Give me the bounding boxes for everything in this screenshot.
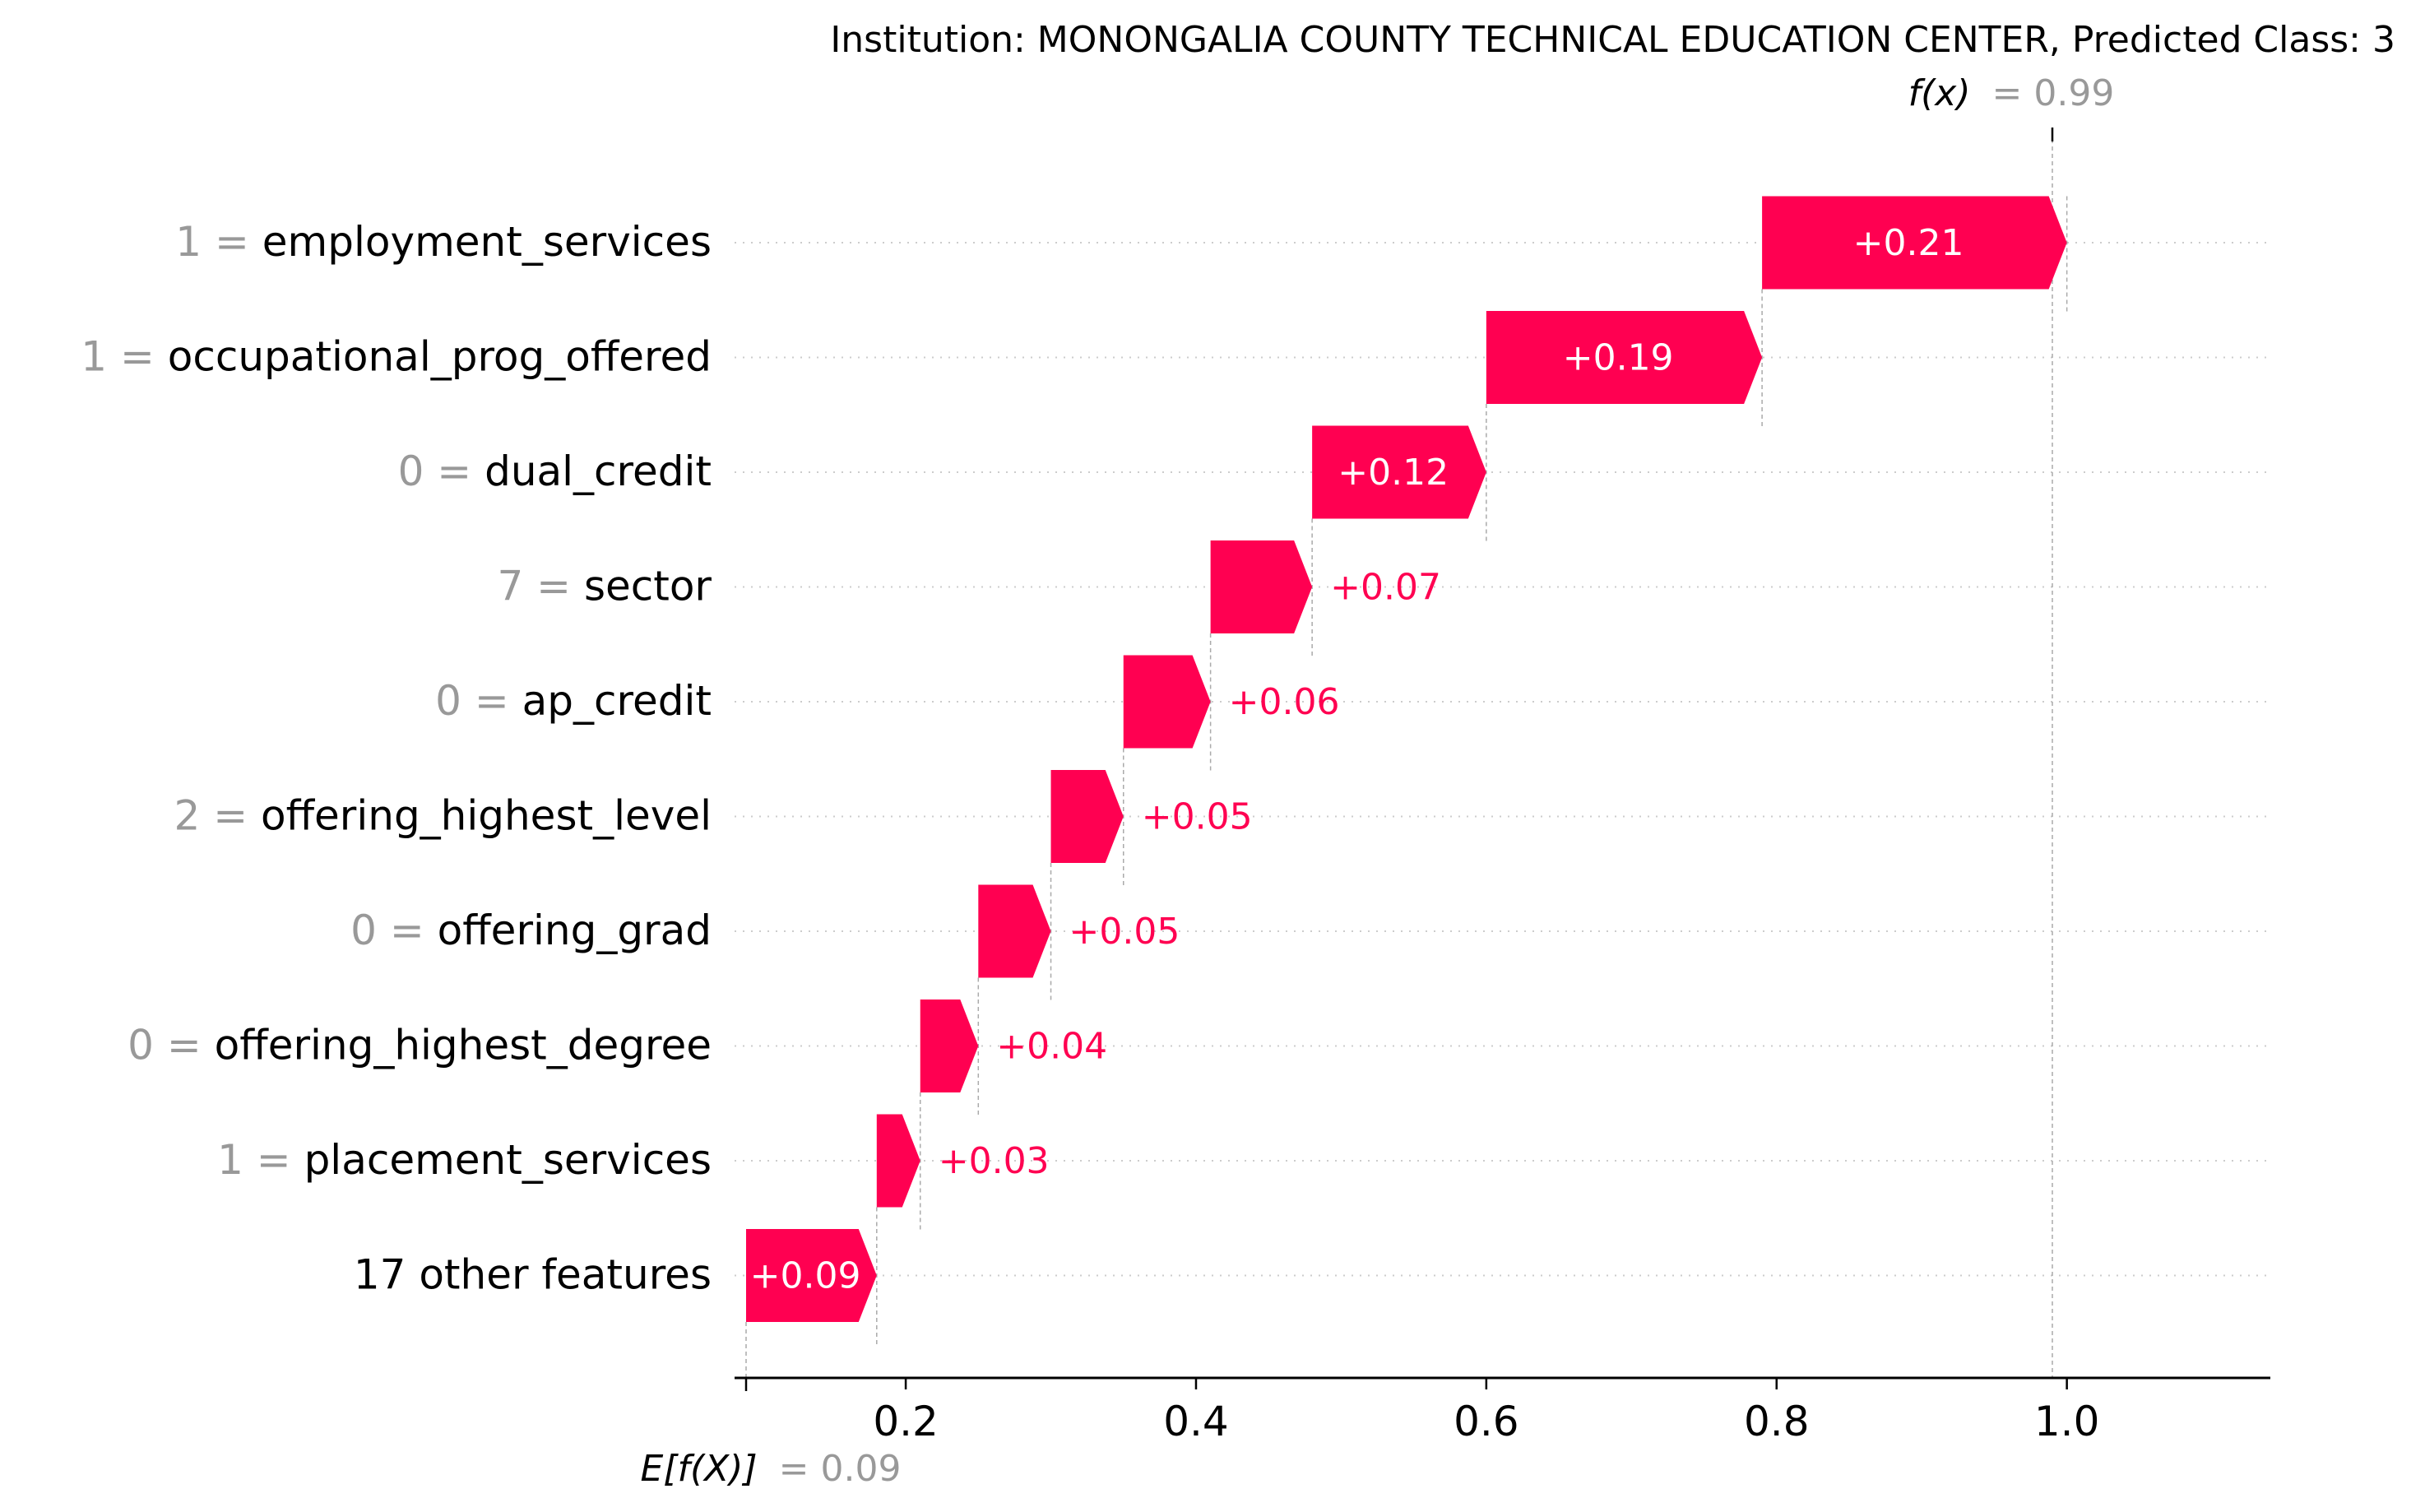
feature-value: 0 =	[398, 448, 485, 495]
feature-value: 7 =	[497, 563, 584, 610]
feature-label: 0 = offering_highest_degree	[128, 1022, 712, 1069]
feature-name: dual_credit	[485, 448, 712, 495]
efx-annotation: E[f(X)] = 0.09	[641, 1448, 902, 1490]
feature-value: 1 =	[81, 333, 168, 381]
efx-value: = 0.09	[779, 1448, 902, 1490]
bars	[746, 196, 2067, 1322]
feature-value: 0 =	[435, 677, 522, 725]
feature-name: offering_highest_level	[261, 792, 712, 840]
waterfall-bar	[978, 884, 1051, 978]
waterfall-bar	[1123, 655, 1211, 749]
feature-value: 1 =	[175, 218, 262, 266]
fx-value: = 0.99	[1992, 72, 2115, 114]
feature-value: 0 =	[350, 907, 438, 954]
contribution-label: +0.12	[1338, 452, 1449, 494]
feature-name: sector	[584, 563, 712, 610]
waterfall-bar	[1486, 311, 1763, 404]
feature-name: offering_grad	[438, 907, 712, 954]
feature-value: 1 =	[217, 1136, 304, 1184]
x-tick-label: 1.0	[2034, 1398, 2100, 1445]
waterfall-bar	[1312, 425, 1486, 519]
x-tick-label: 0.6	[1454, 1398, 1519, 1445]
feature-label: 2 = offering_highest_level	[174, 792, 712, 840]
x-tick-label: 0.4	[1163, 1398, 1229, 1445]
waterfall-bar	[876, 1114, 920, 1208]
feature-label: 1 = employment_services	[175, 218, 712, 266]
feature-value: 2 =	[174, 792, 262, 840]
waterfall-bar	[1762, 196, 2067, 290]
feature-name: 17 other features	[354, 1251, 712, 1299]
contribution-label: +0.06	[1229, 681, 1340, 723]
chart-title: Institution: MONONGALIA COUNTY TECHNICAL…	[830, 19, 2395, 61]
contribution-label: +0.21	[1853, 222, 1964, 264]
feature-name: occupational_prog_offered	[168, 333, 712, 381]
efx-label: E[f(X)]	[641, 1448, 758, 1490]
x-axis: 0.2 0.4 0.6 0.8 1.0	[735, 1376, 2270, 1445]
contribution-label: +0.04	[996, 1026, 1107, 1068]
svg-text:f(x) = 0.99: f(x) = 0.99	[1908, 72, 2115, 114]
contribution-label: +0.07	[1330, 567, 1441, 609]
feature-name: placement_services	[304, 1136, 712, 1184]
contribution-label: +0.19	[1563, 337, 1674, 379]
feature-label: 17 other features	[354, 1251, 712, 1299]
fx-annotation: f(x) = 0.99	[1908, 72, 2115, 114]
waterfall-bar	[1210, 540, 1313, 633]
waterfall-bar	[746, 1229, 877, 1322]
fx-label: f(x)	[1908, 72, 1971, 114]
feature-label: 1 = occupational_prog_offered	[81, 333, 712, 381]
feature-name: ap_credit	[522, 677, 712, 725]
feature-label: 0 = offering_grad	[350, 907, 712, 954]
x-tick-label: 0.8	[1744, 1398, 1810, 1445]
feature-label: 1 = placement_services	[217, 1136, 712, 1184]
contribution-label: +0.05	[1142, 796, 1253, 838]
waterfall-bar	[920, 999, 979, 1092]
svg-text:E[f(X)] = 0.09: E[f(X)] = 0.09	[641, 1448, 902, 1490]
x-tick-label: 0.2	[873, 1398, 939, 1445]
feature-name: employment_services	[262, 218, 712, 266]
contribution-label: +0.05	[1069, 911, 1180, 953]
contribution-label: +0.03	[939, 1140, 1050, 1182]
feature-labels: +0.21 1 = employment_services +0.19 1 = occ…	[81, 218, 1964, 1299]
feature-label: 0 = dual_credit	[398, 448, 712, 495]
contribution-label: +0.09	[750, 1255, 861, 1297]
feature-label: 7 = sector	[497, 563, 712, 610]
waterfall-bar	[1050, 770, 1124, 863]
connector-lines	[745, 128, 2068, 1378]
feature-value: 0 =	[128, 1022, 215, 1069]
feature-label: 0 = ap_credit	[435, 677, 712, 725]
feature-name: offering_highest_degree	[215, 1022, 712, 1069]
